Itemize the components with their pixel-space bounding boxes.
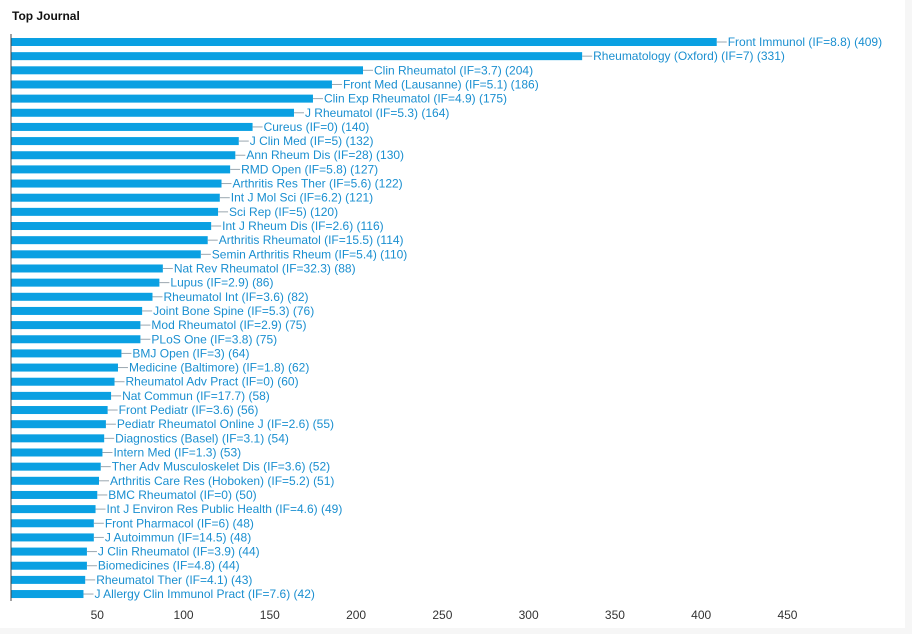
bar[interactable] bbox=[11, 122, 253, 131]
bar[interactable] bbox=[11, 38, 717, 46]
bar-label: Front Med (Lausanne) (IF=5.1) (186) bbox=[343, 77, 539, 91]
bar[interactable] bbox=[11, 363, 118, 372]
bar[interactable] bbox=[11, 52, 583, 61]
bar-label: Rheumatology (Oxford) (IF=7) (331) bbox=[593, 49, 785, 63]
bar[interactable] bbox=[11, 264, 163, 273]
bar-label: PLoS One (IF=3.8) (75) bbox=[151, 332, 277, 346]
bar[interactable] bbox=[11, 250, 201, 259]
bar[interactable] bbox=[11, 490, 98, 499]
x-tick-label: 450 bbox=[777, 608, 797, 622]
bar[interactable] bbox=[11, 222, 212, 231]
bar[interactable] bbox=[11, 448, 103, 457]
bar-label: Rheumatol Int (IF=3.6) (82) bbox=[163, 290, 308, 304]
x-tick-label: 100 bbox=[174, 608, 194, 622]
bar[interactable] bbox=[11, 193, 220, 202]
bar-label: BMC Rheumatol (IF=0) (50) bbox=[108, 488, 256, 502]
bar[interactable] bbox=[11, 151, 236, 160]
bar-label: J Clin Med (IF=5) (132) bbox=[250, 134, 374, 148]
bar-label: Intern Med (IF=1.3) (53) bbox=[113, 445, 241, 459]
bar-label: Arthritis Res Ther (IF=5.6) (122) bbox=[233, 177, 403, 191]
x-tick-label: 200 bbox=[346, 608, 366, 622]
bar[interactable] bbox=[11, 391, 112, 400]
bar[interactable] bbox=[11, 66, 364, 75]
bar-label: Front Pharmacol (IF=6) (48) bbox=[105, 516, 254, 530]
bar-label: Arthritis Care Res (Hoboken) (IF=5.2) (5… bbox=[110, 474, 334, 488]
bar-label: Diagnostics (Basel) (IF=3.1) (54) bbox=[115, 431, 289, 445]
bar-label: Medicine (Baltimore) (IF=1.8) (62) bbox=[129, 361, 309, 375]
bar[interactable] bbox=[11, 476, 100, 485]
bar[interactable] bbox=[11, 335, 141, 344]
bar-label: J Allergy Clin Immunol Pract (IF=7.6) (4… bbox=[94, 587, 314, 601]
bar[interactable] bbox=[11, 434, 105, 443]
bar[interactable] bbox=[11, 108, 294, 117]
bar-label: Semin Arthritis Rheum (IF=5.4) (110) bbox=[212, 247, 408, 261]
bars-group: Front Immunol (IF=8.8) (409)Rheumatology… bbox=[11, 35, 882, 601]
bar[interactable] bbox=[11, 278, 160, 287]
bar[interactable] bbox=[11, 533, 94, 542]
bar-label: Clin Exp Rheumatol (IF=4.9) (175) bbox=[324, 92, 507, 106]
bar[interactable] bbox=[11, 519, 94, 528]
bar[interactable] bbox=[11, 349, 122, 358]
x-tick-label: 250 bbox=[432, 608, 452, 622]
bar-label: Mod Rheumatol (IF=2.9) (75) bbox=[151, 318, 306, 332]
axes-group: 50 100 150 200 250 300 350 400 450 bbox=[10, 34, 798, 622]
bar-label: Front Immunol (IF=8.8) (409) bbox=[728, 35, 882, 49]
bar-label: Lupus (IF=2.9) (86) bbox=[170, 276, 273, 290]
bar[interactable] bbox=[11, 420, 106, 429]
bar-label: Nat Rev Rheumatol (IF=32.3) (88) bbox=[174, 261, 356, 275]
x-tick-label: 50 bbox=[91, 608, 105, 622]
bar-label: Biomedicines (IF=4.8) (44) bbox=[98, 559, 240, 573]
bar-label: Int J Environ Res Public Health (IF=4.6)… bbox=[107, 502, 343, 516]
bar[interactable] bbox=[11, 179, 222, 188]
bar[interactable] bbox=[11, 561, 87, 570]
bar[interactable] bbox=[11, 137, 239, 146]
bar[interactable] bbox=[11, 547, 87, 556]
bar-label: Int J Rheum Dis (IF=2.6) (116) bbox=[222, 219, 384, 233]
bar[interactable] bbox=[11, 377, 115, 386]
bar[interactable] bbox=[11, 292, 153, 301]
bar[interactable] bbox=[11, 165, 231, 174]
bar-label: Pediatr Rheumatol Online J (IF=2.6) (55) bbox=[117, 417, 334, 431]
bar-label: Joint Bone Spine (IF=5.3) (76) bbox=[153, 304, 314, 318]
bar-label: Int J Mol Sci (IF=6.2) (121) bbox=[231, 191, 373, 205]
bar[interactable] bbox=[11, 462, 101, 471]
bar-label: BMJ Open (IF=3) (64) bbox=[132, 346, 249, 360]
bar[interactable] bbox=[11, 94, 313, 103]
bar[interactable] bbox=[11, 590, 84, 599]
bar[interactable] bbox=[11, 207, 219, 216]
bar-label: Ann Rheum Dis (IF=28) (130) bbox=[246, 148, 404, 162]
x-tick-label: 400 bbox=[691, 608, 711, 622]
chart-title: Top Journal bbox=[12, 9, 80, 23]
bar[interactable] bbox=[11, 321, 141, 330]
bar-label: Nat Commun (IF=17.7) (58) bbox=[122, 389, 270, 403]
bar[interactable] bbox=[11, 505, 96, 514]
bar-label: Arthritis Rheumatol (IF=15.5) (114) bbox=[219, 233, 404, 247]
bar-label: J Clin Rheumatol (IF=3.9) (44) bbox=[98, 545, 260, 559]
bar-label: Cureus (IF=0) (140) bbox=[264, 120, 370, 134]
bar-label: J Autoimmun (IF=14.5) (48) bbox=[105, 530, 251, 544]
bar-label: Rheumatol Adv Pract (IF=0) (60) bbox=[126, 375, 299, 389]
bar[interactable] bbox=[11, 575, 86, 584]
bar-label: J Rheumatol (IF=5.3) (164) bbox=[305, 106, 449, 120]
bar-label: Sci Rep (IF=5) (120) bbox=[229, 205, 338, 219]
x-tick-label: 300 bbox=[519, 608, 539, 622]
bar[interactable] bbox=[11, 306, 143, 315]
bar-label: RMD Open (IF=5.8) (127) bbox=[241, 162, 378, 176]
bar-label: Rheumatol Ther (IF=4.1) (43) bbox=[96, 573, 252, 587]
bar[interactable] bbox=[11, 236, 208, 245]
bar[interactable] bbox=[11, 80, 332, 89]
bar-label: Clin Rheumatol (IF=3.7) (204) bbox=[374, 63, 533, 77]
bar-label: Front Pediatr (IF=3.6) (56) bbox=[119, 403, 259, 417]
x-tick-label: 350 bbox=[605, 608, 625, 622]
x-tick-label: 150 bbox=[260, 608, 280, 622]
bar[interactable] bbox=[11, 406, 108, 415]
bar-label: Ther Adv Musculoskelet Dis (IF=3.6) (52) bbox=[112, 460, 330, 474]
